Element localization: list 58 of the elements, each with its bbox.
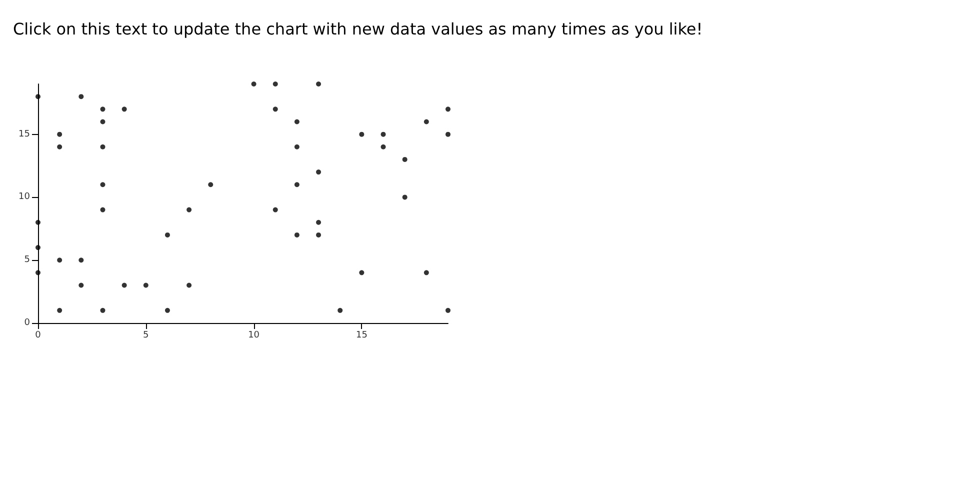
point [446,308,450,313]
x-tick-label: 10 [248,330,260,340]
point [100,106,106,112]
point [272,207,278,212]
point [338,308,343,313]
point [57,308,62,313]
point [272,82,278,86]
point [424,119,429,124]
point [402,156,408,162]
point [57,144,62,150]
x-tick-label: 5 [143,330,149,340]
point [402,194,408,200]
point [186,282,192,288]
point [294,119,300,124]
point [316,170,322,175]
point [57,258,62,263]
y-tick-label: 0 [24,318,30,328]
point [424,270,429,276]
point [316,220,322,225]
point [36,220,40,225]
point [186,207,192,212]
x-tick-label: 15 [356,330,368,340]
point [359,132,364,137]
point [122,106,127,112]
point [100,207,106,212]
point [316,232,322,238]
point [57,132,62,137]
x-tick-label: 0 [35,330,42,340]
point [100,144,106,150]
point [100,182,106,188]
point [359,270,364,276]
point [446,106,450,112]
point [272,106,278,112]
point [78,282,84,288]
point [208,182,214,188]
point [122,282,127,288]
point [36,270,40,276]
point [316,82,322,86]
point [36,94,40,100]
point [294,182,300,188]
point [164,232,170,238]
point [78,94,84,100]
point [100,119,106,124]
point [380,132,386,137]
point [78,258,84,263]
y-tick-label: 15 [18,129,30,140]
point [143,282,148,288]
point [446,132,450,137]
point [294,232,300,238]
chart-title: Click on this text to update the chart with new data values as many times as you like! [13,20,703,38]
point [36,245,40,250]
point [294,144,300,150]
point [380,144,386,150]
point [164,308,170,313]
y-tick-label: 10 [18,192,30,202]
point [100,308,106,313]
y-tick-label: 5 [24,255,30,266]
point [251,82,256,86]
